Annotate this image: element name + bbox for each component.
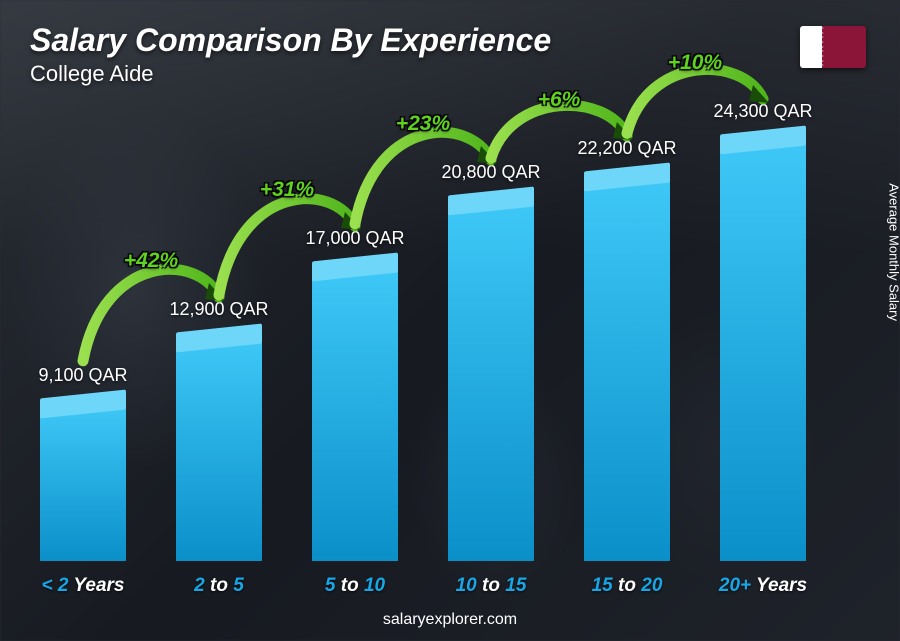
bar [176,338,262,561]
bar-group: 22,200 QAR15 to 20 [578,111,676,561]
bar-top-face [720,126,806,155]
bar-category-label: < 2 Years [42,575,125,597]
increase-pct-label: +23% [396,112,450,136]
bar-category-label: 15 to 20 [592,575,663,597]
bar-category-label: 20+ Years [719,575,807,597]
increase-pct-label: +31% [260,178,314,202]
bar-value-label: 9,100 QAR [38,365,127,386]
title-block: Salary Comparison By Experience College … [30,22,551,87]
bar [584,177,670,561]
bar-category-label: 10 to 15 [456,575,527,597]
chart-title: Salary Comparison By Experience [30,22,551,59]
bar-category-label: 5 to 10 [325,575,385,597]
bar-group: 9,100 QAR< 2 Years [34,111,132,561]
bar-top-face [176,323,262,352]
bar-value-label: 12,900 QAR [169,299,268,320]
bar [40,404,126,562]
flag-serration [816,26,826,68]
bar-value-label: 17,000 QAR [305,228,404,249]
bar-group: 20,800 QAR10 to 15 [442,111,540,561]
bar [448,201,534,561]
chart-subtitle: College Aide [30,61,551,87]
bar [312,267,398,561]
bar-group: 17,000 QAR5 to 10 [306,111,404,561]
y-axis-label: Average Monthly Salary [887,183,900,321]
bar-top-face [40,389,126,418]
bar-value-label: 20,800 QAR [441,162,540,183]
footer-attribution: salaryexplorer.com [0,611,900,629]
country-flag-qatar [800,26,866,68]
bar-value-label: 22,200 QAR [577,138,676,159]
increase-pct-label: +42% [124,249,178,273]
bar-group: 24,300 QAR20+ Years [714,111,812,561]
increase-pct-label: +6% [538,88,581,112]
bar [720,140,806,561]
bar-category-label: 2 to 5 [194,575,244,597]
bar-group: 12,900 QAR2 to 5 [170,111,268,561]
bar-top-face [584,162,670,191]
bar-value-label: 24,300 QAR [713,101,812,122]
bar-chart: 9,100 QAR< 2 Years 12,900 QAR2 to 5 17,000… [34,110,850,561]
bar-top-face [312,252,398,281]
bar-top-face [448,186,534,215]
increase-pct-label: +10% [668,51,722,75]
